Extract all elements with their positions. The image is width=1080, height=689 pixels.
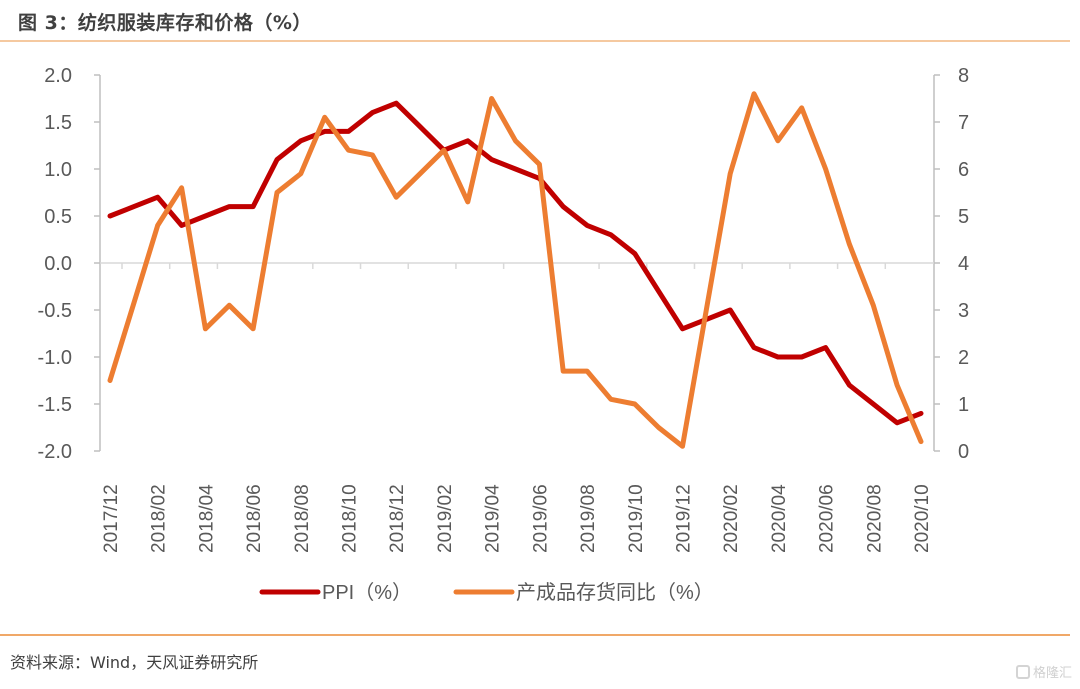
x-tick-label: 2020/02 — [721, 484, 742, 553]
legend-item-inventory: 产成品存货同比（%） — [453, 581, 714, 604]
chart-title: 图 3：纺织服装库存和价格（%） — [18, 12, 312, 34]
legend-item-ppi: PPI（%） — [259, 581, 412, 604]
left-axis-tick-label: -0.5 — [38, 300, 72, 322]
right-axis-tick-label: 2 — [958, 347, 969, 369]
footer-divider — [0, 634, 1070, 636]
left-axis-tick-label: 0.0 — [44, 253, 72, 275]
series-lines — [107, 91, 924, 449]
x-tick-label: 2020/08 — [864, 484, 885, 553]
left-axis-tick-label: 2.0 — [44, 65, 72, 87]
right-axis-tick-label: 8 — [958, 65, 969, 87]
legend: PPI（%） 产成品存货同比（%） — [259, 581, 714, 604]
x-tick-label: 2020/06 — [817, 484, 838, 553]
title-divider — [0, 40, 1070, 42]
right-axis-tick-label: 4 — [958, 253, 969, 275]
x-tick-label: 2018/12 — [387, 484, 408, 553]
source-note: 资料来源：Wind，天风证券研究所 — [10, 653, 259, 672]
right-axis-tick-label: 5 — [958, 206, 969, 228]
left-axis-tick-label: 1.0 — [44, 159, 72, 181]
right-axis-tick-label: 3 — [958, 300, 969, 322]
ppi-line — [107, 100, 924, 426]
x-tick-label: 2018/08 — [292, 484, 313, 553]
x-tick-label: 2018/10 — [340, 484, 361, 553]
x-tick-label: 2019/12 — [673, 484, 694, 553]
x-tick-label: 2018/02 — [149, 484, 170, 553]
inventory-line — [107, 91, 924, 449]
right-axis-tick-label: 7 — [958, 112, 969, 134]
x-tick-label: 2018/06 — [244, 484, 265, 553]
right-axis-tick-label: 1 — [958, 394, 969, 416]
legend-label: PPI（%） — [322, 581, 412, 604]
right-axis-tick-label: 0 — [958, 441, 969, 463]
x-tick-label: 2019/04 — [483, 484, 504, 553]
x-tick-label: 2020/10 — [912, 484, 933, 553]
watermark-logo-icon — [1015, 664, 1030, 679]
watermark-text: 格隆汇 — [1032, 666, 1072, 681]
axes: 2.0 1.5 1.0 0.5 0.0 -0.5 -1.0 -1.5 -2.0 8 7 6 5 4 3 2 1 0 — [38, 65, 970, 463]
x-tick-label: 2019/10 — [626, 484, 647, 553]
right-axis-tick-label: 6 — [958, 159, 969, 181]
x-tick-label: 2019/08 — [578, 484, 599, 553]
x-tick-label: 2019/02 — [435, 484, 456, 553]
x-tick-labels: 2017/12 2018/02 2018/04 2018/06 2018/08 2018/… — [101, 484, 933, 553]
left-axis-tick-label: -2.0 — [38, 441, 72, 463]
left-axis-tick-label: 0.5 — [44, 206, 72, 228]
legend-label: 产成品存货同比（%） — [516, 581, 714, 604]
line-chart: 2.0 1.5 1.0 0.5 0.0 -0.5 -1.0 -1.5 -2.0 8 7 6 5 4 3 2 1 0… — [38, 65, 970, 604]
left-axis-tick-label: 1.5 — [44, 112, 72, 134]
x-tick-label: 2017/12 — [101, 484, 122, 553]
x-tick-label: 2018/04 — [196, 484, 217, 553]
x-tick-label: 2020/04 — [769, 484, 790, 553]
watermark: 格隆汇 — [1015, 662, 1072, 681]
x-tick-label: 2019/06 — [530, 484, 551, 553]
left-axis-tick-label: -1.5 — [38, 394, 72, 416]
left-axis-tick-label: -1.0 — [38, 347, 72, 369]
